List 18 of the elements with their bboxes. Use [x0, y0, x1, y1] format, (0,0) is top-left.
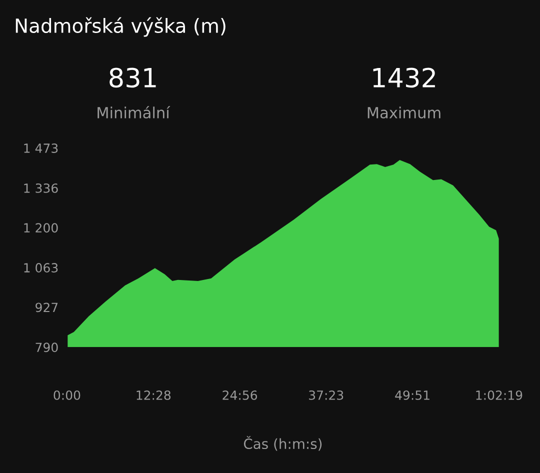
x-tick-label: 12:28: [136, 390, 171, 400]
x-tick-label: 37:23: [309, 390, 344, 400]
x-tick-label: 1:02:19: [476, 390, 522, 400]
x-tick-label: 24:56: [222, 390, 258, 400]
y-tick-label: 1 336: [24, 183, 58, 193]
x-tick-label: 0:00: [54, 390, 80, 400]
text: Minimální: [98, 106, 170, 118]
y-tick-label: 927: [36, 302, 58, 312]
text: Maximum: [368, 106, 440, 118]
x-tick-label: 49:51: [395, 390, 430, 400]
y-tick-label: 1 200: [24, 223, 58, 233]
y-tick-label: 1 063: [24, 263, 58, 273]
y-tick-label: 790: [36, 342, 58, 352]
x-axis-title: Čas (h:m:s): [244, 436, 322, 451]
y-tick-label: 1 473: [24, 144, 58, 153]
text: 831: [110, 68, 156, 88]
text: 1432: [373, 68, 435, 88]
chart-title: Nadmořská výška (m): [16, 17, 226, 37]
